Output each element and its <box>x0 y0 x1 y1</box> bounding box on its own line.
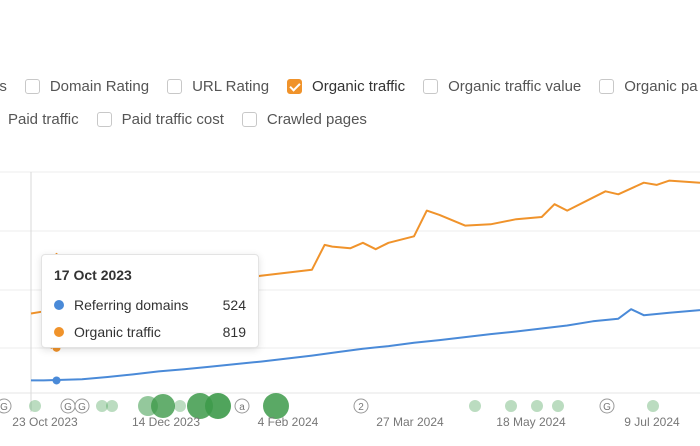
metric-label: Paid traffic cost <box>121 110 224 128</box>
checkbox[interactable] <box>287 78 303 94</box>
tooltip-series-value: 524 <box>222 296 246 313</box>
metric-label: ns <box>0 77 7 95</box>
tooltip-row-referring-domains: Referring domains 524 <box>54 291 246 318</box>
x-tick-label: 4 Feb 2024 <box>258 415 319 429</box>
metric-organic-pa[interactable]: Organic pa <box>599 77 698 95</box>
x-tick-label: 14 Dec 2023 <box>132 415 200 429</box>
annotation-bubble[interactable] <box>469 400 481 412</box>
annotation-bubble[interactable] <box>205 393 231 419</box>
checkbox[interactable] <box>24 78 40 94</box>
x-axis: 23 Oct 2023 14 Dec 2023 4 Feb 2024 27 Mar 2… <box>12 415 680 429</box>
tooltip-row-organic-traffic: Organic traffic 819 <box>54 318 246 345</box>
tooltip-date: 17 Oct 2023 <box>54 267 132 283</box>
x-tick-label: 18 May 2024 <box>496 415 566 429</box>
metric-label: Organic traffic <box>312 77 406 95</box>
metric-organic-traffic[interactable]: Organic traffic <box>287 78 405 95</box>
metric-label: URL Rating <box>192 77 270 95</box>
annotation-bubble[interactable] <box>647 400 659 412</box>
annotation-bubble[interactable] <box>174 400 186 412</box>
metric-paid-traffic[interactable]: Paid traffic <box>8 111 79 128</box>
metrics-row-1: ns Domain Rating URL Rating Organic traffic… <box>0 75 700 97</box>
checkbox[interactable] <box>599 78 615 94</box>
series-line-referring-domains <box>31 308 700 382</box>
metric-paid-traffic-cost[interactable]: Paid traffic cost <box>96 110 224 128</box>
metric-url-rating[interactable]: URL Rating <box>167 78 269 95</box>
x-tick-label: 27 Mar 2024 <box>376 415 444 429</box>
annotation-marker[interactable] <box>74 398 90 414</box>
annotation-marker-label: a <box>239 402 245 413</box>
x-tick-label: 23 Oct 2023 <box>12 415 78 429</box>
annotation-marker-label: G <box>64 402 72 413</box>
metrics-row-2: Paid traffic Paid traffic cost Crawled pag… <box>8 108 385 130</box>
annotation-bubble[interactable] <box>29 400 41 412</box>
tooltip-series-name: Referring domains <box>74 296 189 313</box>
tooltip-series-value: 819 <box>222 323 246 340</box>
tooltip-series-name: Organic traffic <box>74 323 161 340</box>
chart-tooltip: 17 Oct 2023 Referring domains 524 Organi… <box>41 254 259 348</box>
referring-domains-dot <box>54 299 64 310</box>
annotation-marker[interactable] <box>234 398 250 414</box>
annotation-marker[interactable] <box>353 398 369 414</box>
metric-label: Domain Rating <box>49 77 150 95</box>
annotation-bubble[interactable] <box>96 400 108 412</box>
hover-point-referring-domains <box>52 376 61 385</box>
metric-domain-rating[interactable]: Domain Rating <box>24 77 150 95</box>
annotation-bubble[interactable] <box>552 400 564 412</box>
metric-organic-traffic-value[interactable]: Organic traffic value <box>423 78 581 95</box>
metric-label: Paid traffic <box>8 110 79 128</box>
annotation-marker-label: G <box>603 402 611 413</box>
metric-ns[interactable]: ns <box>0 78 7 95</box>
checkbox[interactable] <box>423 78 439 94</box>
x-tick-label: 9 Jul 2024 <box>624 415 680 429</box>
annotation-bubble[interactable] <box>106 400 118 412</box>
metric-label: Organic pa <box>624 77 698 95</box>
annotation-marker-label: 2 <box>358 402 364 413</box>
annotation-bubble[interactable] <box>187 393 213 419</box>
metric-label: Organic traffic value <box>448 77 582 95</box>
annotation-marker[interactable] <box>0 398 12 414</box>
metric-label: Crawled pages <box>266 110 367 128</box>
annotation-bubble[interactable] <box>505 400 517 412</box>
checkbox[interactable] <box>167 78 183 94</box>
annotation-bubble[interactable] <box>263 393 289 419</box>
annotation-marker-label: G <box>78 402 86 413</box>
organic-traffic-dot <box>54 326 64 337</box>
annotation-marker[interactable] <box>599 398 615 414</box>
checkbox[interactable] <box>241 111 257 127</box>
annotation-marker-label: G <box>0 402 8 413</box>
checkbox[interactable] <box>96 111 112 127</box>
annotation-bubble[interactable] <box>531 400 543 412</box>
annotation-bubble[interactable] <box>151 394 175 418</box>
metric-crawled-pages[interactable]: Crawled pages <box>241 110 367 128</box>
